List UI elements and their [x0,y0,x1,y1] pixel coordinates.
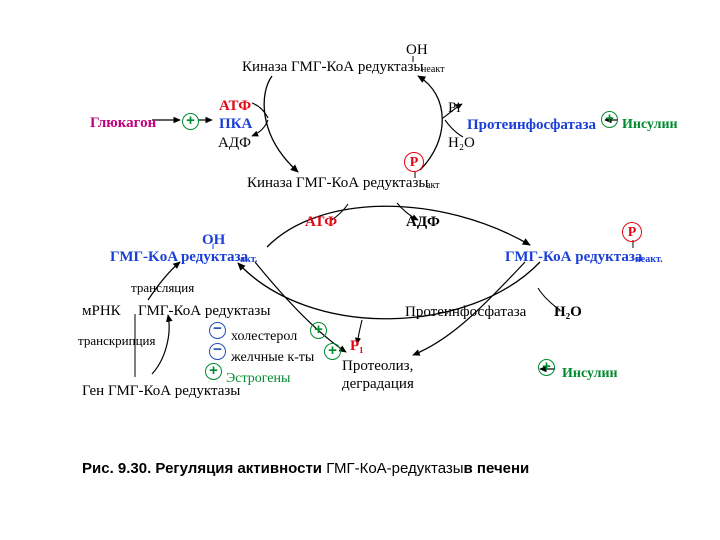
label-adf_mid: АДФ [406,214,440,231]
label-pka: ПКА [219,116,252,133]
plus-plus_est: + [205,363,222,380]
plus-plus_bile_r: + [324,343,341,360]
plus-plus_insulin_b: + [538,359,555,376]
label-h2o_top: H₂O [448,135,475,152]
phosphate-marker-right: P [622,222,642,242]
label-translation: трансляция [131,281,194,295]
label-atf_top: АТФ [219,98,251,115]
figure-caption: Рис. 9.30. Регуляция активности ГМГ-КоА-… [82,460,529,477]
minus-minus_bile: − [209,343,226,360]
minus-minus_chol: − [209,322,226,339]
label-glukagon: Глюкагон [90,115,156,132]
label-kinase_act_sub: акт [426,180,440,191]
arrow-left-cycle-down [264,76,298,172]
label-reduct_act_sub: акт. [240,254,257,265]
label-phosphatase_top: Протеинфосфатаза [467,117,596,134]
label-insulin_top: Инсулин [622,117,678,132]
label-transcription: транскрипция [78,334,155,348]
label-oh_mid: OH [202,232,225,249]
label-of_reductase: ГМГ-КоА редуктазы [138,303,270,320]
label-atf_mid: АТФ [305,214,337,231]
label-bile: желчные к-ты [231,350,314,365]
label-degradation: деградация [342,376,414,393]
label-phosphatase_bot: Протеинфосфатаза [405,304,526,321]
plus-plus_chol_r: + [310,322,327,339]
label-kinase_act: Киназа ГМГ-КоА редуктазы [247,175,428,192]
arrow-left-adf-out [252,120,268,136]
plus-plus_glukagon: + [182,113,199,130]
label-insulin_bot: Инсулин [562,366,618,381]
caption-mid: ГМГ-КоА-редуктазы [326,460,463,477]
phosphate-marker-top: P [404,152,424,172]
label-reduct_inact_sub: неакт. [635,254,663,265]
label-proteolysis: Протеолиз, [342,358,413,375]
label-kinase_inact_sub: неакт [421,64,444,75]
plus-plus_insulin_t: + [601,111,618,128]
label-mrna: мРНК [82,303,121,320]
label-reduct_act: ГМГ-KoA редуктаза [110,249,248,266]
label-pi: Pi [448,100,461,117]
label-h2o_bot: H₂O [554,304,582,321]
caption-suffix: в печени [464,460,530,477]
label-gene: Ген ГМГ-КоА редуктазы [82,383,240,400]
label-adf_top: АДФ [218,135,251,152]
diagram-container: OHКиназа ГМГ-КоА редуктазынеактГлюкагонА… [0,0,720,540]
arrows-layer [0,0,720,540]
caption-prefix: Рис. 9.30. Регуляция активности [82,460,326,477]
label-cholesterol: холестерол [231,329,297,344]
label-reduct_inact: ГМГ-КоА редуктаза [505,249,642,266]
label-p1: P₁ [350,338,364,355]
label-oh_top: OH [406,42,428,59]
label-kinase_inact: Киназа ГМГ-КоА редуктазы [242,59,423,76]
label-estrogens: Эстрогены [226,371,290,386]
